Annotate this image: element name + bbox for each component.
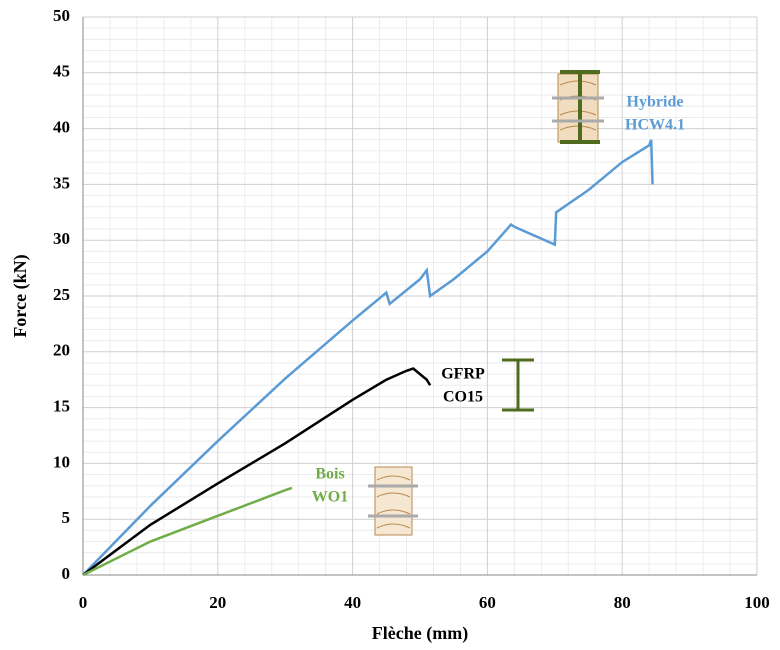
series-label: HCW4.1	[625, 117, 685, 134]
x-tick-label: 20	[209, 593, 226, 612]
y-tick-label: 15	[53, 397, 70, 416]
wood-icon	[368, 466, 418, 536]
y-tick-label: 10	[53, 452, 70, 471]
series-label: Bois	[315, 466, 344, 483]
y-tick-label: 40	[53, 118, 70, 137]
x-tick-label: 0	[79, 593, 88, 612]
y-tick-label: 25	[53, 285, 70, 304]
x-tick-label: 100	[744, 593, 770, 612]
x-tick-label: 40	[344, 593, 361, 612]
grid	[82, 16, 758, 576]
x-tick-label: 60	[479, 593, 496, 612]
series-line	[82, 139, 654, 576]
series-label: CO15	[443, 389, 483, 406]
y-tick-label: 5	[62, 508, 71, 527]
series-label: WO1	[312, 489, 348, 506]
y-tick-label: 0	[62, 564, 71, 583]
series-line	[82, 367, 432, 577]
y-tick-label: 45	[53, 62, 70, 81]
hybrid-icon	[552, 70, 604, 144]
y-tick-label: 20	[53, 341, 70, 360]
y-tick-label: 30	[53, 229, 70, 248]
y-axis-title: Force (kN)	[10, 254, 31, 337]
series-label: Hybride	[627, 94, 684, 111]
x-axis-title: Flèche (mm)	[372, 623, 468, 644]
y-tick-label: 35	[53, 173, 70, 192]
series-line	[82, 486, 293, 577]
y-tick-label: 50	[53, 6, 70, 25]
x-tick-label: 80	[614, 593, 631, 612]
lines	[82, 139, 654, 577]
series-label: GFRP	[441, 366, 485, 383]
gfrp-icon	[502, 358, 534, 412]
